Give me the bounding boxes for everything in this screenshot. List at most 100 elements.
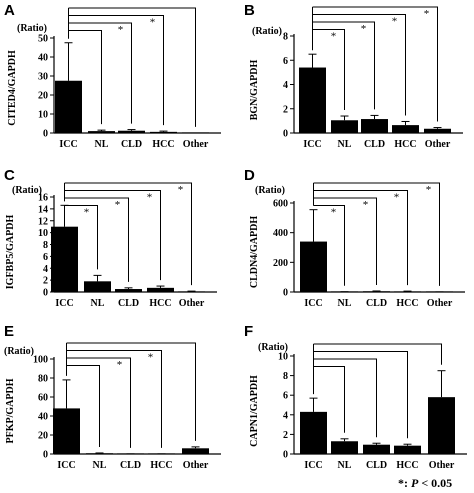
comparison-bracket-c-0 bbox=[64, 205, 98, 270]
bar-f-other bbox=[428, 397, 455, 454]
y-tick-label-c-8: 16 bbox=[38, 193, 48, 204]
significance-star-d-3: * bbox=[426, 184, 432, 196]
category-label-f-0: ICC bbox=[304, 460, 322, 471]
comparison-bracket-d-2 bbox=[313, 190, 408, 286]
y-tick-label-d-2: 400 bbox=[273, 228, 288, 239]
y-axis-label-b: BGN/GAPDH bbox=[249, 60, 260, 121]
y-tick-label-a-2: 20 bbox=[38, 91, 48, 102]
comparison-bracket-c-2 bbox=[64, 190, 161, 281]
y-tick-label-f-2: 4 bbox=[283, 410, 288, 421]
y-tick-label-c-5: 10 bbox=[38, 228, 48, 239]
comparison-bracket-f-0 bbox=[313, 366, 345, 433]
bar-a-other bbox=[182, 132, 209, 133]
y-tick-label-c-0: 0 bbox=[43, 288, 48, 299]
y-tick-label-c-6: 12 bbox=[38, 216, 48, 227]
significance-star-d-0: * bbox=[331, 207, 337, 219]
bar-d-cld bbox=[363, 291, 390, 292]
category-label-e-2: CLD bbox=[120, 460, 141, 471]
significance-star-d-2: * bbox=[394, 192, 400, 204]
y-axis-label-d: CLDN4/GAPDH bbox=[249, 216, 260, 288]
significance-star-b-0: * bbox=[331, 31, 337, 43]
bar-a-hcc bbox=[150, 131, 177, 133]
category-label-b-4: Other bbox=[425, 139, 451, 150]
panel-letter-a: A bbox=[4, 2, 15, 19]
unit-label-e: (Ratio) bbox=[4, 346, 34, 357]
bar-b-cld bbox=[361, 119, 388, 133]
y-tick-label-d-1: 200 bbox=[273, 258, 288, 269]
y-tick-label-c-7: 14 bbox=[38, 204, 48, 215]
bar-f-hcc bbox=[394, 445, 421, 454]
bar-c-nl bbox=[84, 281, 111, 292]
bar-c-other bbox=[178, 291, 205, 292]
y-axis-label-f: CAPN1/GAPDH bbox=[249, 375, 260, 447]
y-tick-label-e-2: 40 bbox=[38, 412, 48, 423]
category-label-a-3: HCC bbox=[152, 139, 174, 150]
significance-star-b-3: * bbox=[424, 8, 430, 20]
category-label-d-2: CLD bbox=[366, 298, 387, 309]
category-label-c-4: Other bbox=[179, 298, 205, 309]
panel-letter-e: E bbox=[4, 323, 14, 340]
y-tick-label-b-2: 4 bbox=[283, 80, 288, 91]
panel-letter-c: C bbox=[4, 167, 15, 184]
category-label-c-1: NL bbox=[91, 298, 105, 309]
comparison-bracket-f-3 bbox=[313, 343, 442, 365]
category-label-a-2: CLD bbox=[121, 139, 142, 150]
comparison-bracket-e-2 bbox=[66, 350, 162, 448]
y-tick-label-b-0: 0 bbox=[283, 129, 288, 140]
y-tick-label-e-3: 60 bbox=[38, 393, 48, 404]
bar-b-nl bbox=[331, 120, 358, 133]
y-tick-label-c-1: 2 bbox=[43, 276, 48, 287]
y-tick-label-b-4: 8 bbox=[283, 32, 288, 43]
y-tick-label-f-4: 8 bbox=[283, 371, 288, 382]
category-label-b-1: NL bbox=[338, 139, 352, 150]
y-tick-label-c-3: 6 bbox=[43, 252, 48, 263]
comparison-bracket-a-0 bbox=[68, 30, 102, 125]
y-tick-label-a-0: 0 bbox=[43, 129, 48, 140]
panel-letter-d: D bbox=[244, 167, 255, 184]
chart-panel-f: 0 2 4 6 8 10 ICC NL CLD HCC Other bbox=[278, 343, 467, 471]
bar-a-nl bbox=[88, 131, 115, 133]
category-label-a-0: ICC bbox=[59, 139, 77, 150]
comparison-bracket-f-1 bbox=[313, 358, 377, 438]
bar-a-icc bbox=[55, 80, 82, 133]
category-label-b-3: HCC bbox=[394, 139, 416, 150]
y-tick-label-a-4: 40 bbox=[38, 53, 48, 64]
unit-label-f: (Ratio) bbox=[258, 342, 288, 353]
y-tick-label-d-0: 0 bbox=[283, 288, 288, 299]
y-tick-label-e-4: 80 bbox=[38, 374, 48, 385]
unit-label-d: (Ratio) bbox=[255, 185, 285, 196]
category-label-a-1: NL bbox=[95, 139, 109, 150]
y-axis-label-e: PFKP/GAPDH bbox=[5, 378, 16, 443]
y-tick-label-a-1: 10 bbox=[38, 110, 48, 121]
bar-b-other bbox=[424, 128, 451, 133]
category-label-a-4: Other bbox=[183, 139, 209, 150]
significance-star-a-2: * bbox=[150, 17, 156, 29]
comparison-bracket-b-1 bbox=[312, 21, 375, 110]
y-tick-label-c-4: 8 bbox=[43, 240, 48, 251]
panel-letter-f: F bbox=[244, 323, 253, 340]
category-label-b-0: ICC bbox=[303, 139, 321, 150]
category-label-d-4: Other bbox=[427, 298, 453, 309]
bar-c-hcc bbox=[147, 287, 174, 292]
bar-f-cld bbox=[363, 444, 390, 454]
y-axis-label-c: IGFBP5/GAPDH bbox=[5, 215, 16, 290]
bar-b-icc bbox=[299, 67, 326, 133]
significance-footnote: *: P < 0.05 bbox=[398, 476, 452, 490]
y-tick-label-b-1: 2 bbox=[283, 104, 288, 115]
comparison-bracket-c-1 bbox=[64, 197, 129, 282]
chart-panel-e: 0 20 40 60 80 100 ICC NL CLD HCC Other * * bbox=[33, 342, 221, 471]
significance-star-e-1: * bbox=[117, 359, 123, 371]
category-label-e-3: HCC bbox=[150, 460, 172, 471]
comparison-bracket-c-3 bbox=[64, 182, 192, 286]
significance-star-c-0: * bbox=[84, 207, 90, 219]
category-label-d-3: HCC bbox=[396, 298, 418, 309]
panel-letter-b: B bbox=[244, 2, 255, 19]
bar-e-nl bbox=[86, 453, 113, 454]
y-tick-label-a-5: 50 bbox=[38, 34, 48, 45]
category-label-e-1: NL bbox=[93, 460, 107, 471]
category-label-f-3: HCC bbox=[396, 460, 418, 471]
category-label-c-2: CLD bbox=[118, 298, 139, 309]
